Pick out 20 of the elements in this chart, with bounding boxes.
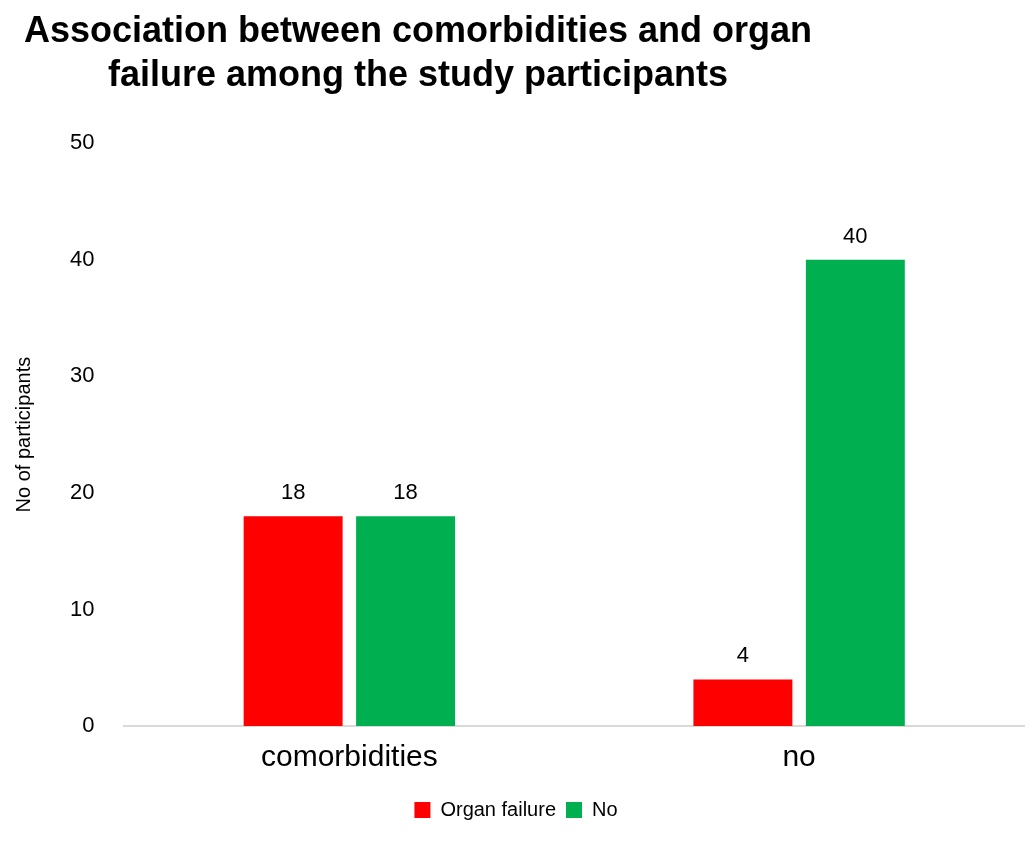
chart-title: Association between comorbidities and organ failure among the study participants	[22, 8, 814, 96]
y-tick-label: 20	[69, 478, 95, 504]
y-tick-label: 30	[69, 362, 95, 388]
bar	[805, 259, 905, 726]
y-tick-label: 40	[69, 245, 95, 271]
x-tick-label: no	[782, 739, 816, 773]
legend-label: Organ failure	[440, 797, 557, 820]
y-tick-label: 50	[69, 129, 95, 155]
data-label: 4	[736, 642, 750, 668]
data-label: 18	[280, 479, 306, 505]
x-tick-label: comorbidities	[260, 739, 438, 773]
y-axis-title: No of participants	[11, 356, 34, 513]
data-label: 40	[843, 222, 868, 248]
legend-label: No	[592, 797, 618, 820]
data-label: 18	[393, 479, 418, 505]
y-tick-label: 10	[69, 595, 95, 621]
bar	[243, 516, 343, 726]
bar	[693, 679, 793, 726]
y-tick-label: 0	[82, 712, 95, 738]
bar	[356, 516, 456, 726]
